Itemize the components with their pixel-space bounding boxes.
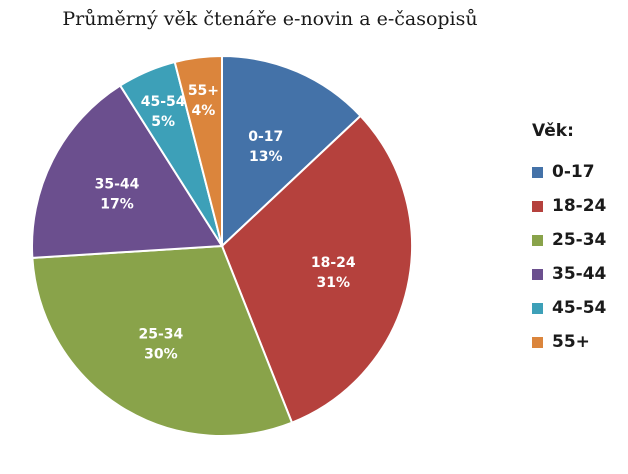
slice-category-label: 45-54 (141, 94, 186, 110)
legend-swatch (532, 166, 543, 178)
legend-swatch (532, 336, 543, 348)
pie-slice-18-24 (220, 114, 413, 424)
legend-swatch (532, 234, 543, 246)
legend: Věk: 0-17 18-24 25-34 35-44 45-54 55+ (532, 121, 606, 359)
pie-slice-35-44 (31, 84, 224, 259)
legend-label: 35-44 (552, 264, 607, 284)
legend-item-55+: 55+ (532, 325, 606, 359)
legend-title: Věk: (532, 121, 574, 141)
legend-label: 18-24 (552, 196, 607, 216)
legend-swatch (532, 200, 543, 212)
slice-percent-label: 5% (151, 114, 175, 130)
legend-swatch (532, 302, 543, 314)
slice-percent-label: 30% (144, 346, 178, 362)
slice-percent-label: 13% (249, 149, 283, 165)
legend-label: 25-34 (552, 230, 607, 250)
legend-item-45-54: 45-54 (532, 291, 606, 325)
chart-title: Průměrný věk čtenáře e-novin a e-časopis… (62, 8, 478, 30)
legend-item-25-34: 25-34 (532, 223, 606, 257)
legend-label: 55+ (552, 332, 590, 352)
legend-item-35-44: 35-44 (532, 257, 606, 291)
legend-items: 0-17 18-24 25-34 35-44 45-54 55+ (532, 155, 606, 359)
slice-percent-label: 31% (316, 275, 350, 291)
legend-label: 45-54 (552, 298, 607, 318)
legend-swatch (532, 268, 543, 280)
legend-item-18-24: 18-24 (532, 189, 606, 223)
slice-category-label: 18-24 (311, 255, 356, 271)
slice-percent-label: 17% (100, 197, 134, 213)
slice-percent-label: 4% (192, 103, 216, 119)
slice-category-label: 25-34 (139, 326, 184, 342)
slice-category-label: 55+ (188, 83, 219, 99)
legend-label: 0-17 (552, 162, 595, 182)
pie-slice-25-34 (31, 244, 294, 437)
pie-slice-0-17 (221, 54, 362, 249)
slice-category-label: 35-44 (95, 177, 140, 193)
pie-slices (31, 54, 413, 437)
legend-item-0-17: 0-17 (532, 155, 606, 189)
pie-slice-55+ (173, 54, 223, 247)
slice-category-label: 0-17 (248, 129, 283, 145)
pie-labels: 0-17 13% 18-24 31% 25-34 30% 35-44 17% 45-54 5% 55… (95, 83, 356, 362)
